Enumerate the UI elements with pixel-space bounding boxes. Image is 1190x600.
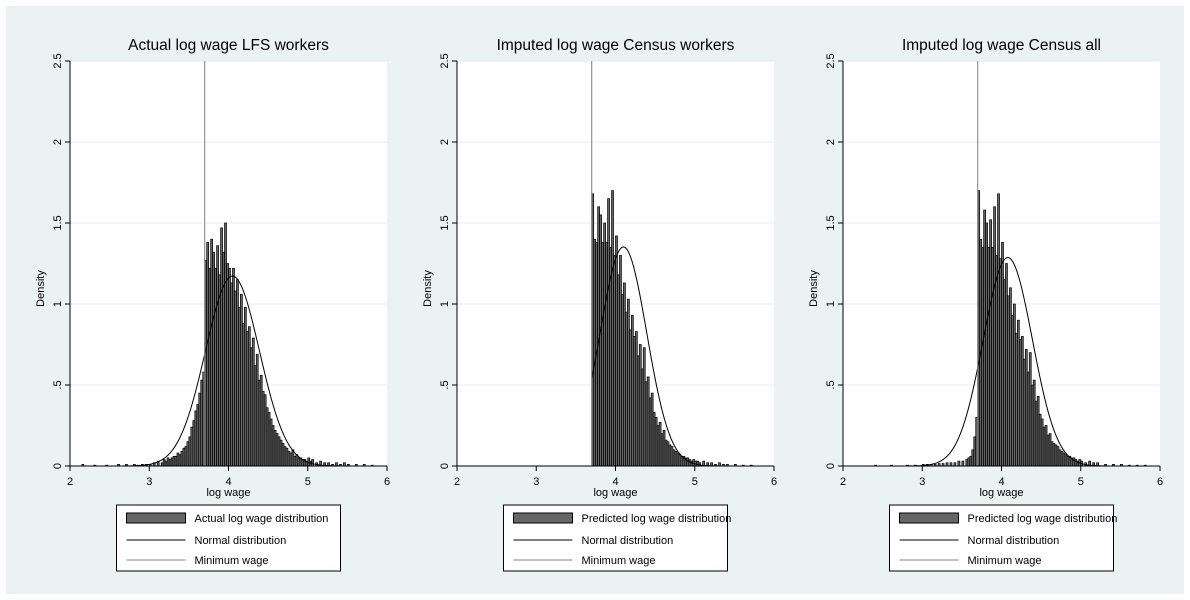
x-tick-label: 4: [225, 476, 231, 488]
y-tick-label: 1.5: [52, 215, 64, 230]
legend-label: Normal distribution: [195, 535, 287, 547]
y-tick-label: 2: [439, 139, 451, 145]
x-tick-label: 2: [840, 476, 846, 488]
y-tick-label: 2.5: [439, 53, 451, 68]
x-axis-label: log wage: [979, 487, 1023, 499]
y-axis-label: Density: [808, 270, 820, 307]
x-axis-label: log wage: [593, 487, 637, 499]
hist-bar: [311, 459, 315, 467]
panel-1: 0 .5 1 1.5 2 2.5 2 3 4 5 6 Actual log wage LFS work…: [35, 37, 390, 572]
x-tick-label: 6: [384, 476, 390, 488]
hist-bar: [961, 460, 965, 467]
y-axis-label: Density: [422, 270, 434, 307]
x-tick-label: 3: [533, 476, 539, 488]
y-tick-label: 2.5: [825, 53, 837, 68]
legend-label: Predicted log wage distribution: [582, 513, 732, 525]
x-tick-label: 2: [454, 476, 460, 488]
chart-title: Actual log wage LFS workers: [128, 37, 329, 54]
y-tick-label: .5: [439, 380, 451, 389]
legend-swatch-bars: [513, 512, 573, 524]
y-tick-label: 1: [52, 301, 64, 307]
y-tick-label: 1: [439, 301, 451, 307]
legend: Predicted log wage distribution Normal di…: [503, 504, 732, 572]
y-tick-label: 1: [825, 301, 837, 307]
legend-swatch-bars: [126, 512, 186, 524]
legend-label: Minimum wage: [195, 555, 269, 567]
x-tick-label: 3: [146, 476, 152, 488]
y-tick-label: 0: [439, 463, 451, 469]
figure-background: 0.5 1 1.5 2 2.5 2 3 4 5 6 Actual log wage LFS work…: [6, 6, 1184, 594]
y-tick-label: .5: [825, 380, 837, 389]
chart-title: Imputed log wage Census workers: [497, 37, 735, 54]
legend-label: Minimum wage: [968, 555, 1042, 567]
legend-swatch-bars: [899, 512, 959, 524]
hist-bar: [957, 460, 961, 467]
y-tick-label: 2.5: [52, 53, 64, 68]
legend-label: Normal distribution: [968, 535, 1060, 547]
x-tick-label: 2: [67, 476, 73, 488]
x-tick-label: 6: [771, 476, 777, 488]
x-axis-label: log wage: [206, 487, 250, 499]
x-tick-label: 5: [305, 476, 311, 488]
y-tick-label: 2: [825, 139, 837, 145]
panel-2: 0 .5 1 1.5 2 2.5 2 3 4 5 6 Imputed log wage Census …: [422, 37, 777, 572]
chart-title: Imputed log wage Census all: [902, 37, 1101, 54]
x-tick-label: 4: [612, 476, 618, 488]
legend-label: Minimum wage: [582, 555, 656, 567]
y-tick-label: 0: [52, 463, 64, 469]
x-tick-label: 5: [1078, 476, 1084, 488]
legend: Actual log wage distribution Normal distr…: [116, 504, 341, 572]
y-tick-label: 1.5: [825, 215, 837, 230]
y-tick-label: .5: [52, 380, 64, 389]
x-tick-label: 3: [919, 476, 925, 488]
y-tick-label: 0: [825, 463, 837, 469]
y-axis-label: Density: [35, 270, 47, 307]
legend: Predicted log wage distribution Normal di…: [889, 504, 1118, 572]
x-tick-label: 6: [1157, 476, 1163, 488]
x-tick-label: 5: [692, 476, 698, 488]
legend-label: Actual log wage distribution: [195, 513, 329, 525]
y-tick-label: 1.5: [439, 215, 451, 230]
x-tick-label: 4: [998, 476, 1004, 488]
panel-3: 0 .5 1 1.5 2 2.5 2 3 4 5 6 Imputed log wage Census …: [808, 37, 1163, 572]
y-tick-label: 2: [52, 139, 64, 145]
legend-label: Predicted log wage distribution: [968, 513, 1118, 525]
legend-label: Normal distribution: [582, 535, 674, 547]
